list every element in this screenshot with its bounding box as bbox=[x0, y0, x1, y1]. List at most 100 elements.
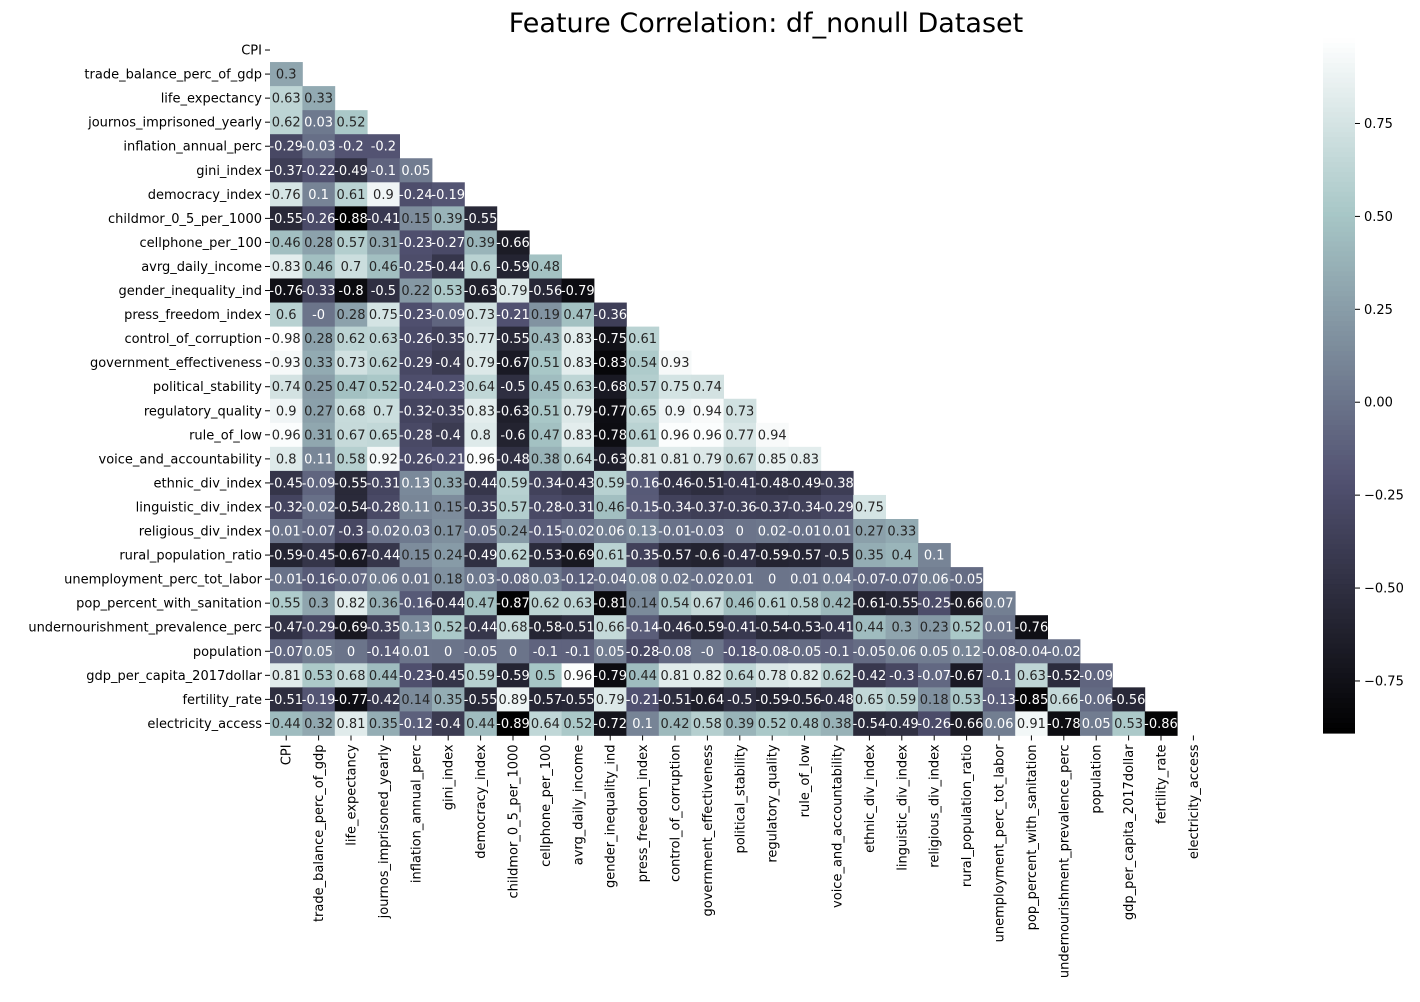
cell-value-label: -0.49 bbox=[334, 164, 368, 179]
heatmap-cell bbox=[1112, 687, 1146, 712]
heatmap-cell bbox=[820, 663, 854, 688]
cell-value-label: -0.57 bbox=[788, 549, 822, 564]
heatmap-cell bbox=[367, 446, 400, 472]
cell-value-label: 0.39 bbox=[466, 236, 495, 251]
cell-value-label: 0.53 bbox=[434, 284, 463, 299]
heatmap-cell bbox=[270, 278, 303, 303]
colorbar-segment bbox=[1323, 435, 1355, 441]
heatmap-cell bbox=[496, 350, 530, 376]
cell-value-label: 0.81 bbox=[661, 669, 690, 684]
cell-value-label: 0.5 bbox=[535, 669, 556, 684]
heatmap-cell bbox=[432, 206, 465, 231]
x-tick-label: rule_of_low bbox=[798, 744, 813, 817]
cell-value-label: 0.01 bbox=[272, 525, 301, 540]
heatmap-cell bbox=[820, 615, 854, 640]
cell-value-label: -0.19 bbox=[431, 188, 465, 203]
cell-value-label: 0.58 bbox=[790, 597, 819, 612]
cell-value-label: -0.09 bbox=[431, 308, 465, 323]
heatmap-cell bbox=[529, 350, 562, 376]
x-tick-label: undernourishment_prevalence_perc bbox=[1057, 744, 1072, 978]
cell-value-label: -0.02 bbox=[302, 500, 336, 515]
cell-value-label: -0.1 bbox=[824, 645, 849, 660]
heatmap-cell bbox=[302, 446, 336, 472]
cell-value-label: -0.83 bbox=[593, 356, 627, 371]
cell-value-label: 0.03 bbox=[466, 573, 495, 588]
heatmap-cell bbox=[788, 494, 822, 520]
heatmap-cell bbox=[302, 663, 336, 688]
colorbar-segment bbox=[1323, 87, 1355, 94]
colorbar-segment bbox=[1323, 167, 1355, 173]
cell-value-label: -0.01 bbox=[658, 525, 692, 540]
heatmap-cell bbox=[723, 615, 757, 640]
heatmap-cell bbox=[691, 494, 724, 520]
cell-value-label: -0.16 bbox=[302, 573, 336, 588]
cell-value-label: -0.54 bbox=[755, 621, 789, 636]
x-tick-label: political_stability bbox=[733, 744, 748, 853]
heatmap-cell bbox=[691, 446, 724, 472]
cell-value-label: -0.5 bbox=[371, 284, 396, 299]
cell-value-label: 0.47 bbox=[466, 597, 495, 612]
cell-value-label: -0.49 bbox=[788, 476, 822, 491]
heatmap-cell bbox=[367, 470, 400, 496]
cell-value-label: 0.7 bbox=[373, 404, 394, 419]
cell-value-label: 0.96 bbox=[466, 452, 495, 467]
cell-value-label: 0.42 bbox=[823, 597, 852, 612]
cell-value-label: -0.66 bbox=[496, 236, 530, 251]
cell-value-label: 0.33 bbox=[887, 525, 916, 540]
heatmap-cell bbox=[302, 639, 336, 664]
heatmap-cell bbox=[1080, 663, 1113, 688]
heatmap-cell bbox=[270, 326, 303, 352]
colorbar-segment bbox=[1323, 132, 1355, 138]
heatmap-cell bbox=[529, 398, 562, 424]
heatmap-cell bbox=[691, 639, 724, 664]
cell-value-label: 0.83 bbox=[563, 356, 592, 371]
heatmap-cell bbox=[982, 687, 1016, 712]
heatmap-cell bbox=[334, 543, 368, 568]
cell-value-label: -0.55 bbox=[464, 212, 498, 227]
heatmap-cell bbox=[302, 86, 336, 111]
colorbar-segment bbox=[1323, 529, 1355, 536]
heatmap-cell bbox=[334, 470, 368, 496]
cell-value-label: 0.3 bbox=[308, 597, 329, 612]
cell-value-label: -0.18 bbox=[723, 645, 757, 660]
cell-value-label: -0.59 bbox=[755, 693, 789, 708]
cell-value-label: 0.83 bbox=[563, 332, 592, 347]
heatmap-cell bbox=[529, 519, 562, 544]
cell-value-label: -0.56 bbox=[529, 284, 563, 299]
colorbar-segment bbox=[1323, 385, 1355, 392]
cell-value-label: 0.58 bbox=[693, 717, 722, 732]
heatmap-cell bbox=[918, 687, 951, 712]
heatmap-cell bbox=[756, 639, 789, 664]
heatmap-cell bbox=[594, 615, 627, 640]
heatmap-cell bbox=[658, 374, 692, 400]
cell-value-label: -0.23 bbox=[399, 669, 433, 684]
cell-value-label: 0.64 bbox=[725, 669, 754, 684]
cell-value-label: -0.69 bbox=[334, 621, 368, 636]
heatmap-cell bbox=[626, 494, 660, 520]
heatmap-cell bbox=[756, 687, 789, 712]
heatmap-cell bbox=[367, 350, 400, 376]
cell-value-label: 0.32 bbox=[304, 717, 333, 732]
heatmap-cell bbox=[334, 591, 368, 616]
cell-value-label: 0.3 bbox=[891, 621, 912, 636]
colorbar-segment bbox=[1323, 589, 1355, 595]
cell-value-label: -0.01 bbox=[269, 573, 303, 588]
colorbar-segment bbox=[1323, 603, 1355, 610]
cell-value-label: 0.01 bbox=[790, 573, 819, 588]
heatmap-cell bbox=[399, 470, 433, 496]
colorbar-segment bbox=[1323, 440, 1355, 446]
colorbar-segment bbox=[1323, 564, 1355, 570]
heatmap-cell bbox=[658, 350, 692, 376]
heatmap-cell bbox=[691, 543, 724, 568]
cell-value-label: -0.47 bbox=[723, 549, 757, 564]
heatmap-cell bbox=[788, 543, 822, 568]
heatmap-cell bbox=[1080, 687, 1113, 712]
heatmap-cell bbox=[464, 494, 498, 520]
cell-value-label: 0.9 bbox=[665, 404, 686, 419]
colorbar-segment bbox=[1323, 221, 1355, 228]
cell-value-label: -0.5 bbox=[727, 693, 752, 708]
heatmap-cell bbox=[270, 62, 303, 87]
cell-value-label: 0 bbox=[509, 645, 517, 660]
cell-value-label: 0.63 bbox=[563, 380, 592, 395]
heatmap-cell bbox=[334, 206, 368, 231]
